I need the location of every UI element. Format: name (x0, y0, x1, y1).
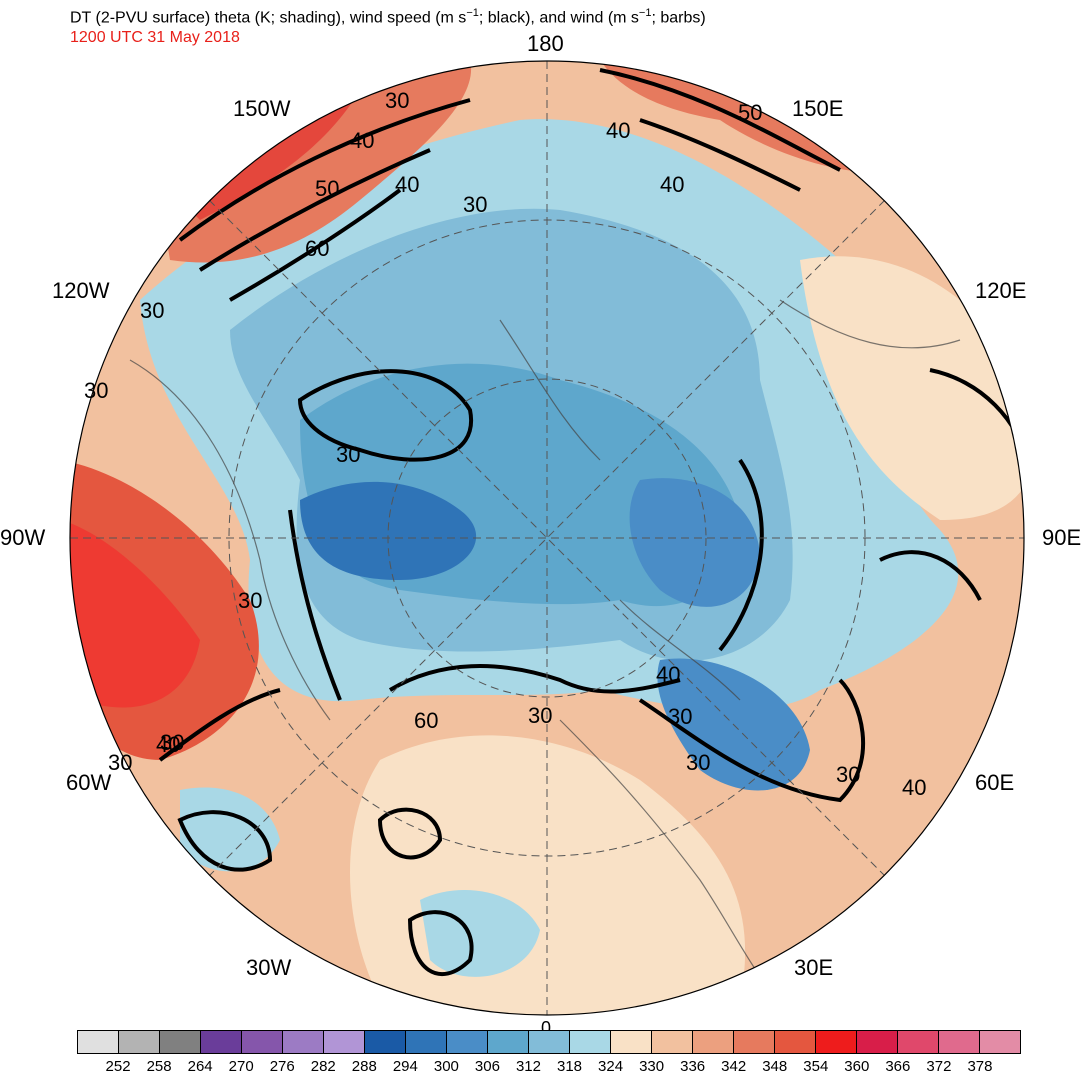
lon-label-0: 0 (541, 1018, 552, 1038)
colorbar-swatch (570, 1031, 611, 1053)
lon-label-120w: 120W (52, 278, 110, 303)
colorbar-label: 300 (433, 1058, 459, 1075)
coastlines (129, 299, 961, 1015)
lon-label-120e: 120E (975, 278, 1027, 303)
graticule (70, 61, 1024, 1015)
shading-layer (70, 61, 1024, 1015)
contour-label: 30 (528, 703, 552, 728)
contour-label: 30 (463, 192, 487, 217)
contour-label: 40 (395, 172, 419, 197)
colorbar-label: 366 (885, 1058, 911, 1075)
colorbar-label: 276 (269, 1058, 295, 1075)
colorbar-swatch (816, 1031, 857, 1053)
colorbar-label: 348 (762, 1058, 788, 1075)
colorbar-label: 282 (310, 1058, 336, 1075)
colorbar-swatch (119, 1031, 160, 1053)
colorbar-swatch (447, 1031, 488, 1053)
contour-label: 30 (84, 378, 108, 403)
lon-label-90e: 90E (1042, 525, 1082, 550)
map-title: DT (2-PVU surface) theta (K; shading), w… (70, 7, 706, 27)
colorbar-swatch (734, 1031, 775, 1053)
contour-label: 50 (315, 176, 339, 201)
colorbar-swatch (652, 1031, 693, 1053)
colorbar-swatch (283, 1031, 324, 1053)
contour-label: 40 (350, 128, 374, 153)
colorbar-swatch (365, 1031, 406, 1053)
map-boundary (69, 60, 1025, 1016)
colorbar-swatch (201, 1031, 242, 1053)
colorbar-swatch (898, 1031, 939, 1053)
colorbar-swatch (980, 1031, 1020, 1053)
colorbar-swatch (324, 1031, 365, 1053)
colorbar-label: 306 (474, 1058, 500, 1075)
colorbar-label: 336 (680, 1058, 706, 1075)
colorbar-label: 294 (392, 1058, 418, 1075)
contour-label: 50 (738, 100, 762, 125)
colorbar-label: 372 (926, 1058, 952, 1075)
title-block: DT (2-PVU surface) theta (K; shading), w… (70, 3, 706, 48)
colorbar-swatch (488, 1031, 529, 1053)
colorbar-swatch (693, 1031, 734, 1053)
colorbar-label: 378 (967, 1058, 993, 1075)
colorbar-swatch (775, 1031, 816, 1053)
lon-label-150w: 150W (233, 96, 291, 121)
valid-time: 1200 UTC 31 May 2018 (70, 29, 240, 47)
colorbar (77, 1030, 1021, 1054)
colorbar-label: 354 (803, 1058, 829, 1075)
colorbar-swatch (857, 1031, 898, 1053)
contour-label: 30 (336, 442, 360, 467)
colorbar-label: 324 (598, 1058, 624, 1075)
contour-label: 40 (606, 118, 630, 143)
contour-label: 40 (660, 172, 684, 197)
colorbar-swatch (406, 1031, 447, 1053)
contour-label: 30 (160, 730, 184, 755)
contour-label: 30 (238, 588, 262, 613)
lon-label-30w: 30W (246, 955, 292, 980)
colorbar-label: 288 (351, 1058, 377, 1075)
contour-label: 40 (656, 662, 680, 687)
wind-speed-contours (158, 68, 1024, 977)
contour-label: 30 (668, 704, 692, 729)
lon-label-90w: 90W (0, 525, 46, 550)
lon-label-30e: 30E (794, 955, 834, 980)
contour-label: 60 (305, 236, 329, 261)
colorbar-swatch (529, 1031, 570, 1053)
colorbar-labels: 252 258 264 270 276 282 288 294 300 306 312 318 324 3… (77, 1058, 1021, 1076)
colorbar-label: 360 (844, 1058, 870, 1075)
contour-label: 30 (836, 762, 860, 787)
contour-label: 30 (140, 298, 164, 323)
lon-label-150e: 150E (792, 96, 844, 121)
colorbar-label: 318 (557, 1058, 583, 1075)
colorbar-label: 330 (639, 1058, 665, 1075)
lon-label-180: 180 (527, 31, 564, 56)
contour-label: 30 (108, 750, 132, 775)
colorbar-swatch (160, 1031, 201, 1053)
colorbar-label: 264 (187, 1058, 213, 1075)
contour-label: 40 (902, 775, 926, 800)
colorbar-swatch (242, 1031, 283, 1053)
colorbar-label: 342 (721, 1058, 747, 1075)
colorbar-label: 270 (228, 1058, 254, 1075)
colorbar-swatch (611, 1031, 652, 1053)
contour-label: 40 (156, 732, 180, 757)
contour-label: 60 (414, 708, 438, 733)
colorbar-label: 252 (105, 1058, 131, 1075)
colorbar-label: 258 (146, 1058, 172, 1075)
colorbar-swatch (78, 1031, 119, 1053)
colorbar-swatch (939, 1031, 980, 1053)
lon-label-60w: 60W (66, 770, 112, 795)
contour-label: 30 (385, 88, 409, 113)
colorbar-label: 312 (515, 1058, 541, 1075)
contour-label: 30 (686, 750, 710, 775)
lon-label-60e: 60E (975, 770, 1015, 795)
